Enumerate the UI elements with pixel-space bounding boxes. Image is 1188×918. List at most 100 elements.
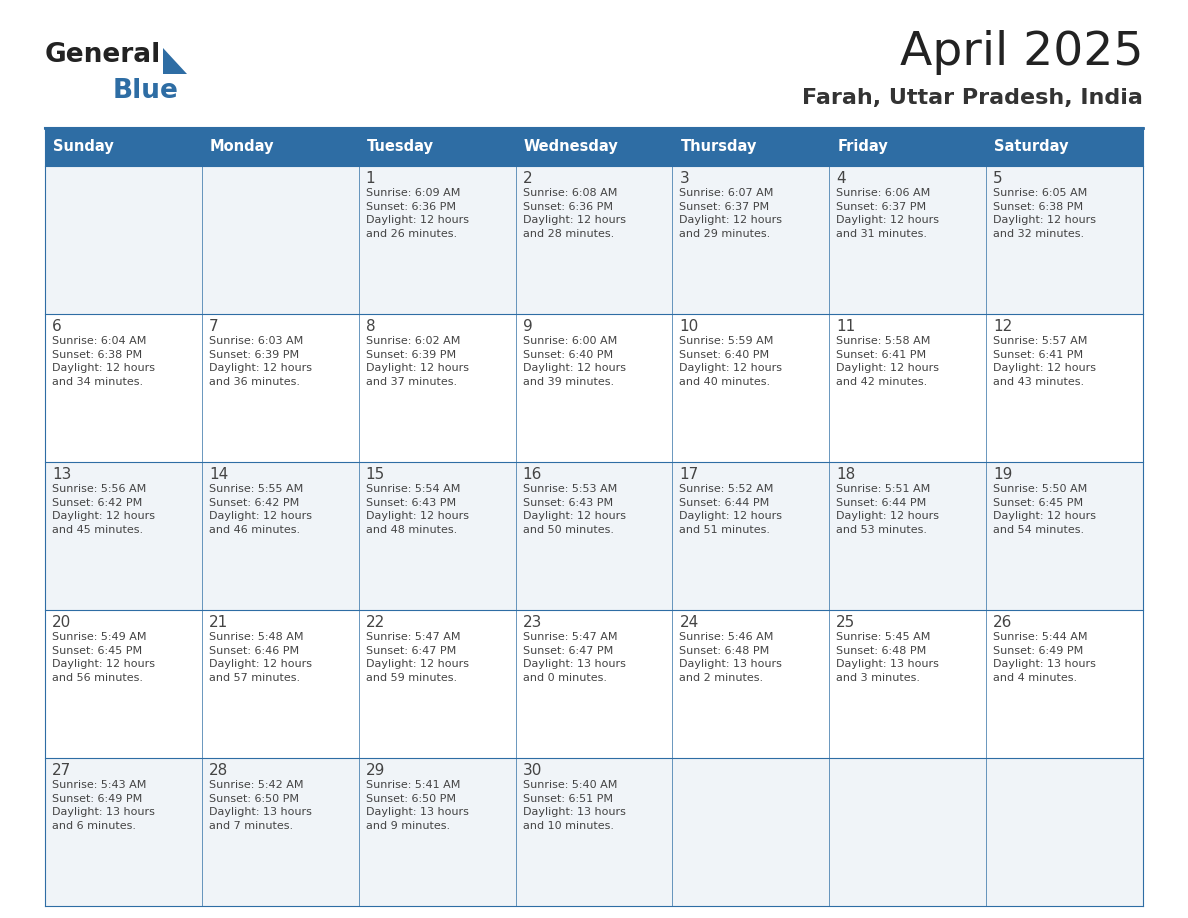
Text: 15: 15 bbox=[366, 467, 385, 482]
Text: 18: 18 bbox=[836, 467, 855, 482]
Bar bbox=[359, 462, 516, 610]
Text: 29: 29 bbox=[366, 763, 385, 778]
Bar bbox=[829, 462, 986, 610]
Text: 2: 2 bbox=[523, 171, 532, 186]
Bar bbox=[829, 166, 986, 314]
Bar bbox=[516, 758, 672, 906]
Bar bbox=[202, 610, 359, 758]
Text: Sunrise: 5:55 AM
Sunset: 6:42 PM
Daylight: 12 hours
and 46 minutes.: Sunrise: 5:55 AM Sunset: 6:42 PM Dayligh… bbox=[209, 484, 312, 535]
Bar bbox=[516, 462, 672, 610]
Bar bbox=[829, 314, 986, 462]
Text: Sunrise: 5:40 AM
Sunset: 6:51 PM
Daylight: 13 hours
and 10 minutes.: Sunrise: 5:40 AM Sunset: 6:51 PM Dayligh… bbox=[523, 780, 625, 831]
Text: Sunrise: 6:09 AM
Sunset: 6:36 PM
Daylight: 12 hours
and 26 minutes.: Sunrise: 6:09 AM Sunset: 6:36 PM Dayligh… bbox=[366, 188, 469, 239]
Text: 27: 27 bbox=[52, 763, 71, 778]
Text: Sunrise: 5:41 AM
Sunset: 6:50 PM
Daylight: 13 hours
and 9 minutes.: Sunrise: 5:41 AM Sunset: 6:50 PM Dayligh… bbox=[366, 780, 468, 831]
Text: Wednesday: Wednesday bbox=[524, 140, 618, 154]
Bar bbox=[516, 314, 672, 462]
Bar bbox=[829, 758, 986, 906]
Text: Monday: Monday bbox=[210, 140, 274, 154]
Bar bbox=[986, 166, 1143, 314]
Text: 4: 4 bbox=[836, 171, 846, 186]
Bar bbox=[672, 462, 829, 610]
Text: Sunrise: 6:04 AM
Sunset: 6:38 PM
Daylight: 12 hours
and 34 minutes.: Sunrise: 6:04 AM Sunset: 6:38 PM Dayligh… bbox=[52, 336, 154, 386]
Text: Sunrise: 5:51 AM
Sunset: 6:44 PM
Daylight: 12 hours
and 53 minutes.: Sunrise: 5:51 AM Sunset: 6:44 PM Dayligh… bbox=[836, 484, 940, 535]
Bar bbox=[45, 462, 202, 610]
Bar bbox=[359, 758, 516, 906]
Bar bbox=[359, 314, 516, 462]
Text: Sunrise: 5:48 AM
Sunset: 6:46 PM
Daylight: 12 hours
and 57 minutes.: Sunrise: 5:48 AM Sunset: 6:46 PM Dayligh… bbox=[209, 632, 312, 683]
Bar bbox=[202, 462, 359, 610]
Bar bbox=[829, 610, 986, 758]
Bar bbox=[202, 758, 359, 906]
Text: April 2025: April 2025 bbox=[899, 30, 1143, 75]
Bar bbox=[986, 314, 1143, 462]
Text: Sunrise: 5:47 AM
Sunset: 6:47 PM
Daylight: 12 hours
and 59 minutes.: Sunrise: 5:47 AM Sunset: 6:47 PM Dayligh… bbox=[366, 632, 469, 683]
Text: 20: 20 bbox=[52, 615, 71, 630]
Text: General: General bbox=[45, 42, 162, 68]
Text: Sunrise: 6:08 AM
Sunset: 6:36 PM
Daylight: 12 hours
and 28 minutes.: Sunrise: 6:08 AM Sunset: 6:36 PM Dayligh… bbox=[523, 188, 626, 239]
Bar bbox=[516, 610, 672, 758]
Text: 3: 3 bbox=[680, 171, 689, 186]
Bar bbox=[359, 610, 516, 758]
Text: Sunrise: 5:49 AM
Sunset: 6:45 PM
Daylight: 12 hours
and 56 minutes.: Sunrise: 5:49 AM Sunset: 6:45 PM Dayligh… bbox=[52, 632, 154, 683]
Text: Blue: Blue bbox=[113, 78, 179, 104]
Text: Sunrise: 5:45 AM
Sunset: 6:48 PM
Daylight: 13 hours
and 3 minutes.: Sunrise: 5:45 AM Sunset: 6:48 PM Dayligh… bbox=[836, 632, 940, 683]
Text: Sunrise: 5:58 AM
Sunset: 6:41 PM
Daylight: 12 hours
and 42 minutes.: Sunrise: 5:58 AM Sunset: 6:41 PM Dayligh… bbox=[836, 336, 940, 386]
Text: Sunrise: 5:42 AM
Sunset: 6:50 PM
Daylight: 13 hours
and 7 minutes.: Sunrise: 5:42 AM Sunset: 6:50 PM Dayligh… bbox=[209, 780, 311, 831]
Text: Sunrise: 5:54 AM
Sunset: 6:43 PM
Daylight: 12 hours
and 48 minutes.: Sunrise: 5:54 AM Sunset: 6:43 PM Dayligh… bbox=[366, 484, 469, 535]
Text: Sunrise: 6:03 AM
Sunset: 6:39 PM
Daylight: 12 hours
and 36 minutes.: Sunrise: 6:03 AM Sunset: 6:39 PM Dayligh… bbox=[209, 336, 312, 386]
Bar bbox=[672, 166, 829, 314]
Text: 30: 30 bbox=[523, 763, 542, 778]
Text: Sunrise: 6:02 AM
Sunset: 6:39 PM
Daylight: 12 hours
and 37 minutes.: Sunrise: 6:02 AM Sunset: 6:39 PM Dayligh… bbox=[366, 336, 469, 386]
Text: 10: 10 bbox=[680, 319, 699, 334]
Text: Thursday: Thursday bbox=[681, 140, 757, 154]
Text: Sunrise: 5:59 AM
Sunset: 6:40 PM
Daylight: 12 hours
and 40 minutes.: Sunrise: 5:59 AM Sunset: 6:40 PM Dayligh… bbox=[680, 336, 783, 386]
Polygon shape bbox=[163, 48, 187, 74]
Text: 24: 24 bbox=[680, 615, 699, 630]
Text: 11: 11 bbox=[836, 319, 855, 334]
Text: Sunrise: 5:44 AM
Sunset: 6:49 PM
Daylight: 13 hours
and 4 minutes.: Sunrise: 5:44 AM Sunset: 6:49 PM Dayligh… bbox=[993, 632, 1097, 683]
Bar bbox=[986, 462, 1143, 610]
Text: Sunday: Sunday bbox=[53, 140, 114, 154]
Text: 14: 14 bbox=[209, 467, 228, 482]
Text: 21: 21 bbox=[209, 615, 228, 630]
Text: 1: 1 bbox=[366, 171, 375, 186]
Text: 22: 22 bbox=[366, 615, 385, 630]
Text: 28: 28 bbox=[209, 763, 228, 778]
Bar bbox=[202, 314, 359, 462]
Text: 5: 5 bbox=[993, 171, 1003, 186]
Bar bbox=[672, 610, 829, 758]
Text: 12: 12 bbox=[993, 319, 1012, 334]
Bar bbox=[45, 610, 202, 758]
Bar bbox=[202, 166, 359, 314]
Text: Tuesday: Tuesday bbox=[367, 140, 434, 154]
Bar bbox=[45, 314, 202, 462]
Text: 6: 6 bbox=[52, 319, 62, 334]
Text: Sunrise: 6:06 AM
Sunset: 6:37 PM
Daylight: 12 hours
and 31 minutes.: Sunrise: 6:06 AM Sunset: 6:37 PM Dayligh… bbox=[836, 188, 940, 239]
Text: Sunrise: 5:50 AM
Sunset: 6:45 PM
Daylight: 12 hours
and 54 minutes.: Sunrise: 5:50 AM Sunset: 6:45 PM Dayligh… bbox=[993, 484, 1097, 535]
Text: Farah, Uttar Pradesh, India: Farah, Uttar Pradesh, India bbox=[802, 88, 1143, 108]
Text: 8: 8 bbox=[366, 319, 375, 334]
Text: 17: 17 bbox=[680, 467, 699, 482]
Text: 7: 7 bbox=[209, 319, 219, 334]
Text: 9: 9 bbox=[523, 319, 532, 334]
Text: 25: 25 bbox=[836, 615, 855, 630]
Bar bbox=[45, 128, 1143, 166]
Text: Sunrise: 5:46 AM
Sunset: 6:48 PM
Daylight: 13 hours
and 2 minutes.: Sunrise: 5:46 AM Sunset: 6:48 PM Dayligh… bbox=[680, 632, 783, 683]
Bar bbox=[45, 758, 202, 906]
Bar bbox=[516, 166, 672, 314]
Text: Sunrise: 6:05 AM
Sunset: 6:38 PM
Daylight: 12 hours
and 32 minutes.: Sunrise: 6:05 AM Sunset: 6:38 PM Dayligh… bbox=[993, 188, 1097, 239]
Bar bbox=[986, 610, 1143, 758]
Text: Sunrise: 6:07 AM
Sunset: 6:37 PM
Daylight: 12 hours
and 29 minutes.: Sunrise: 6:07 AM Sunset: 6:37 PM Dayligh… bbox=[680, 188, 783, 239]
Text: Sunrise: 5:47 AM
Sunset: 6:47 PM
Daylight: 13 hours
and 0 minutes.: Sunrise: 5:47 AM Sunset: 6:47 PM Dayligh… bbox=[523, 632, 625, 683]
Bar bbox=[359, 166, 516, 314]
Bar bbox=[672, 758, 829, 906]
Text: Sunrise: 5:52 AM
Sunset: 6:44 PM
Daylight: 12 hours
and 51 minutes.: Sunrise: 5:52 AM Sunset: 6:44 PM Dayligh… bbox=[680, 484, 783, 535]
Text: 26: 26 bbox=[993, 615, 1012, 630]
Bar bbox=[672, 314, 829, 462]
Bar bbox=[45, 166, 202, 314]
Text: Friday: Friday bbox=[838, 140, 889, 154]
Text: Sunrise: 5:56 AM
Sunset: 6:42 PM
Daylight: 12 hours
and 45 minutes.: Sunrise: 5:56 AM Sunset: 6:42 PM Dayligh… bbox=[52, 484, 154, 535]
Text: 19: 19 bbox=[993, 467, 1012, 482]
Text: Sunrise: 5:57 AM
Sunset: 6:41 PM
Daylight: 12 hours
and 43 minutes.: Sunrise: 5:57 AM Sunset: 6:41 PM Dayligh… bbox=[993, 336, 1097, 386]
